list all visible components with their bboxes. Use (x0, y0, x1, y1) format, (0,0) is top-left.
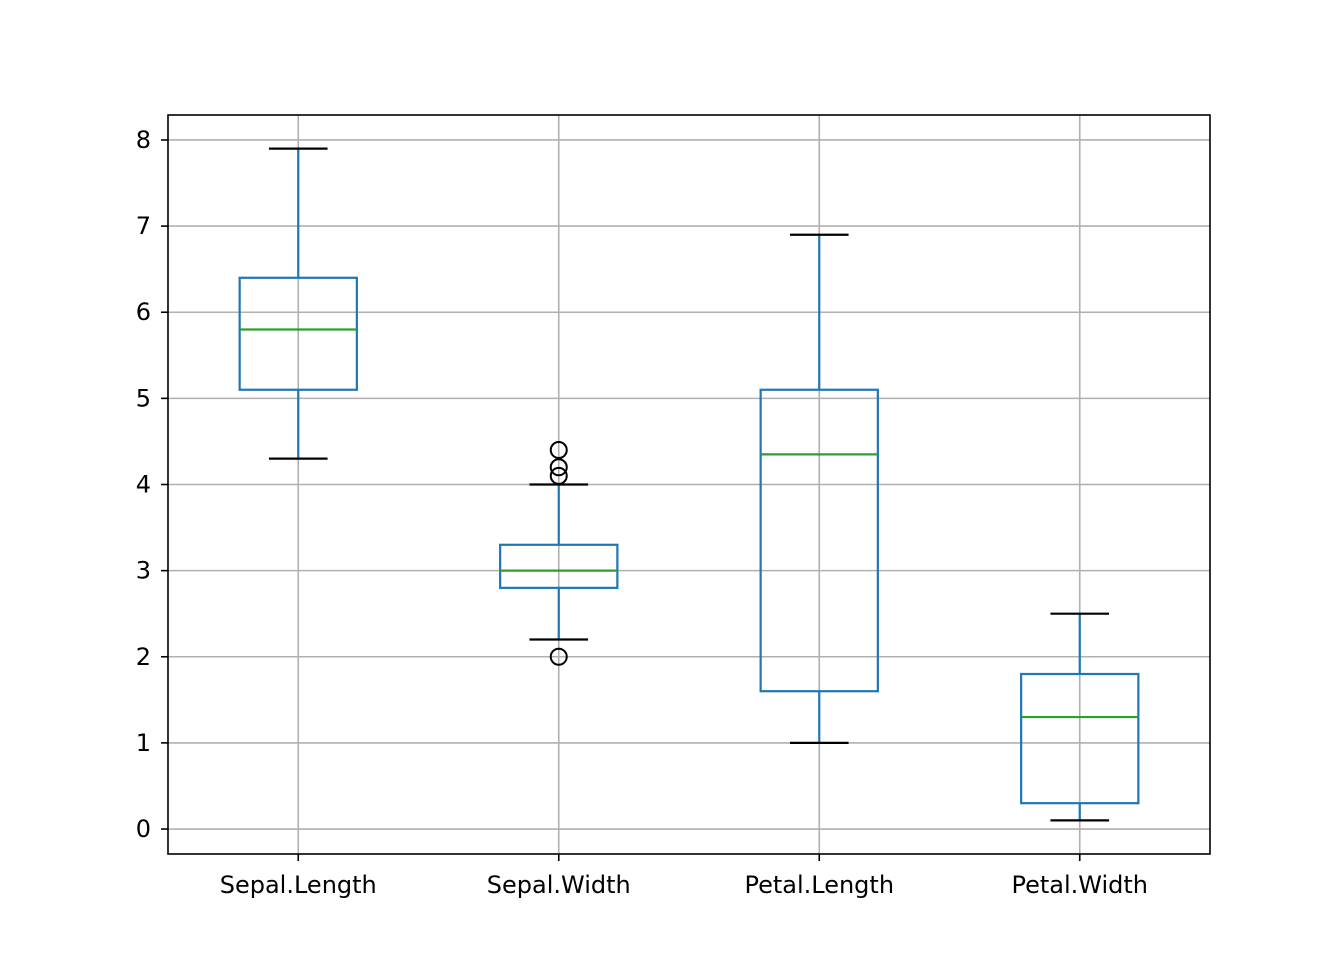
y-tick-label: 2 (136, 643, 151, 671)
y-tick-label: 5 (136, 384, 151, 412)
y-tick-label: 1 (136, 729, 151, 757)
boxes (238, 147, 1140, 822)
iqr-box (759, 388, 879, 693)
x-tick-label: Sepal.Length (220, 871, 377, 899)
iqr-box (238, 276, 358, 391)
y-tick-label: 3 (136, 557, 151, 585)
y-tick-label: 8 (136, 126, 151, 154)
iqr-box (499, 543, 619, 589)
y-tick-label: 6 (136, 298, 151, 326)
box-group-petal-width (1020, 612, 1140, 822)
iqr-box (1020, 672, 1140, 805)
outlier-point (549, 441, 568, 460)
y-tick-label: 7 (136, 212, 151, 240)
box-group-petal-length (759, 233, 879, 744)
outlier-point (549, 466, 568, 485)
box-group-sepal-width (499, 441, 619, 666)
x-tick-label: Petal.Width (1011, 871, 1148, 899)
x-tick-label: Petal.Length (744, 871, 894, 899)
y-tick-label: 4 (136, 471, 151, 499)
outlier-point (549, 647, 568, 666)
box-group-sepal-length (238, 147, 358, 460)
grid (168, 115, 1210, 854)
outlier-point (549, 458, 568, 477)
ticks: 0 1 2 3 4 5 6 7 8 Sepal.Length Sepal.Width Petal.Le… (136, 126, 1148, 899)
x-tick-label: Sepal.Width (487, 871, 631, 899)
y-tick-label: 0 (136, 815, 151, 843)
